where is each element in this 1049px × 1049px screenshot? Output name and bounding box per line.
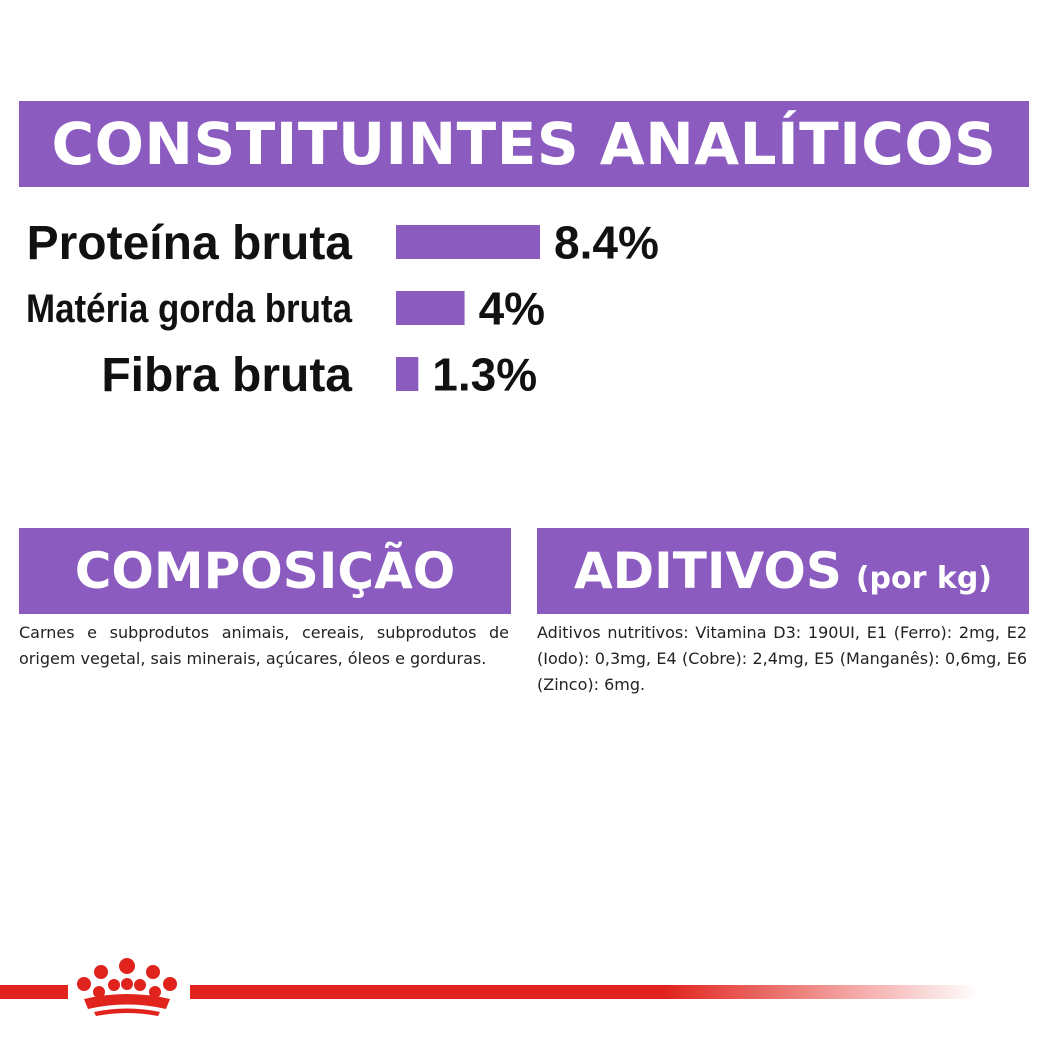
category-label: Fibra bruta [101,349,352,402]
bar [396,357,419,391]
composition-text: Carnes e subprodutos animais, cereais, s… [19,623,509,668]
category-label: Proteína bruta [27,217,353,270]
value-label: 1.3% [432,349,537,401]
crown-icon [77,958,177,1016]
additives-text: Aditivos nutritivos: Vitamina D3: 190UI,… [537,623,1027,694]
composition-title: COMPOSIÇÃO [74,542,456,600]
nutrient-bar-chart: Proteína bruta 8.4% Matéria gorda bruta 4% F… [26,217,659,402]
additives-title: ADITIVOS [573,542,842,600]
value-label: 4% [479,283,545,335]
category-label: Matéria gorda bruta [26,287,353,331]
section-banner-aditivos: ADITIVOS (por kg) [537,528,1029,614]
section-title: CONSTITUINTES ANALÍTICOS [51,110,997,178]
bar [396,291,465,325]
bar [396,225,540,259]
additives-title-suffix: (por kg) [855,560,993,596]
section-banner-composicao: COMPOSIÇÃO [19,528,511,614]
footer-line-right [190,985,980,999]
value-label: 8.4% [554,217,659,269]
section-banner-analiticos: CONSTITUINTES ANALÍTICOS [19,101,1029,187]
footer-brand-bar [0,958,980,1016]
footer-line-left [0,985,68,999]
